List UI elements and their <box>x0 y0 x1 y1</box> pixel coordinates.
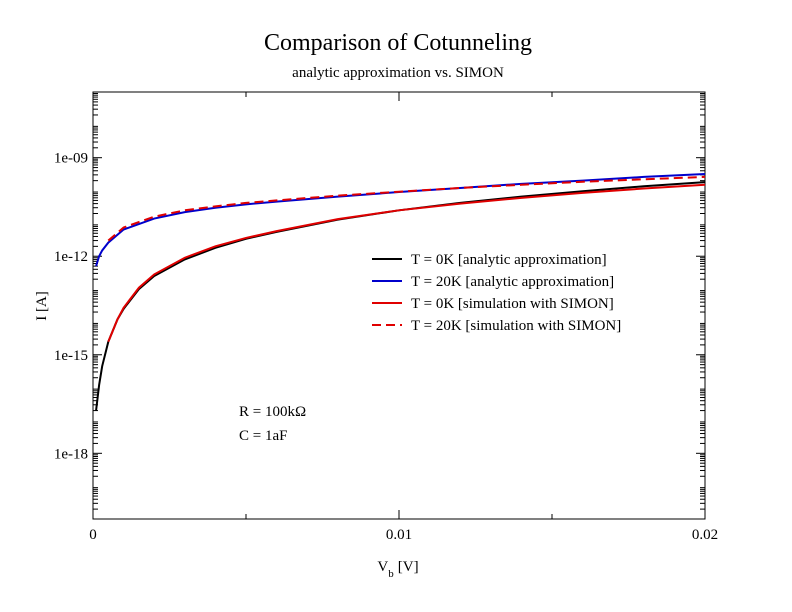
y-tick-label: 1e-12 <box>54 249 88 265</box>
chart-subtitle: analytic approximation vs. SIMON <box>292 65 504 81</box>
axes: 0 0.01 0.02 1e-09 1e-12 1e-15 1e-18 <box>54 92 718 543</box>
x-tick-label: 0.02 <box>692 527 718 543</box>
series-line-4 <box>107 175 706 242</box>
legend-label-4: T = 20K [simulation with SIMON] <box>411 318 621 334</box>
legend-label-3: T = 0K [simulation with SIMON] <box>411 296 614 312</box>
legend-label-1: T = 0K [analytic approximation] <box>411 252 607 268</box>
x-axis-label-main: V <box>377 559 388 575</box>
x-axis-label-subscript: b <box>388 568 394 580</box>
y-tick-label: 1e-18 <box>54 446 88 462</box>
legend: T = 0K [analytic approximation] T = 20K [… <box>372 252 621 334</box>
annotation-capacitance: C = 1aF <box>239 428 287 444</box>
y-axis-label: I [A] <box>34 291 50 321</box>
y-tick-label: 1e-09 <box>54 151 88 167</box>
x-axis-label-unit: [V] <box>398 559 419 575</box>
legend-label-2: T = 20K [analytic approximation] <box>411 274 614 290</box>
series-line-3 <box>107 183 706 343</box>
series-layer <box>95 172 706 411</box>
x-tick-label: 0.01 <box>386 527 412 543</box>
y-tick-label: 1e-15 <box>54 348 88 364</box>
chart-title: Comparison of Cotunneling <box>264 30 532 56</box>
x-tick-label: 0 <box>89 527 97 543</box>
annotation-resistance: R = 100kΩ <box>239 404 306 420</box>
x-axis-label: Vb [V] <box>377 559 418 580</box>
